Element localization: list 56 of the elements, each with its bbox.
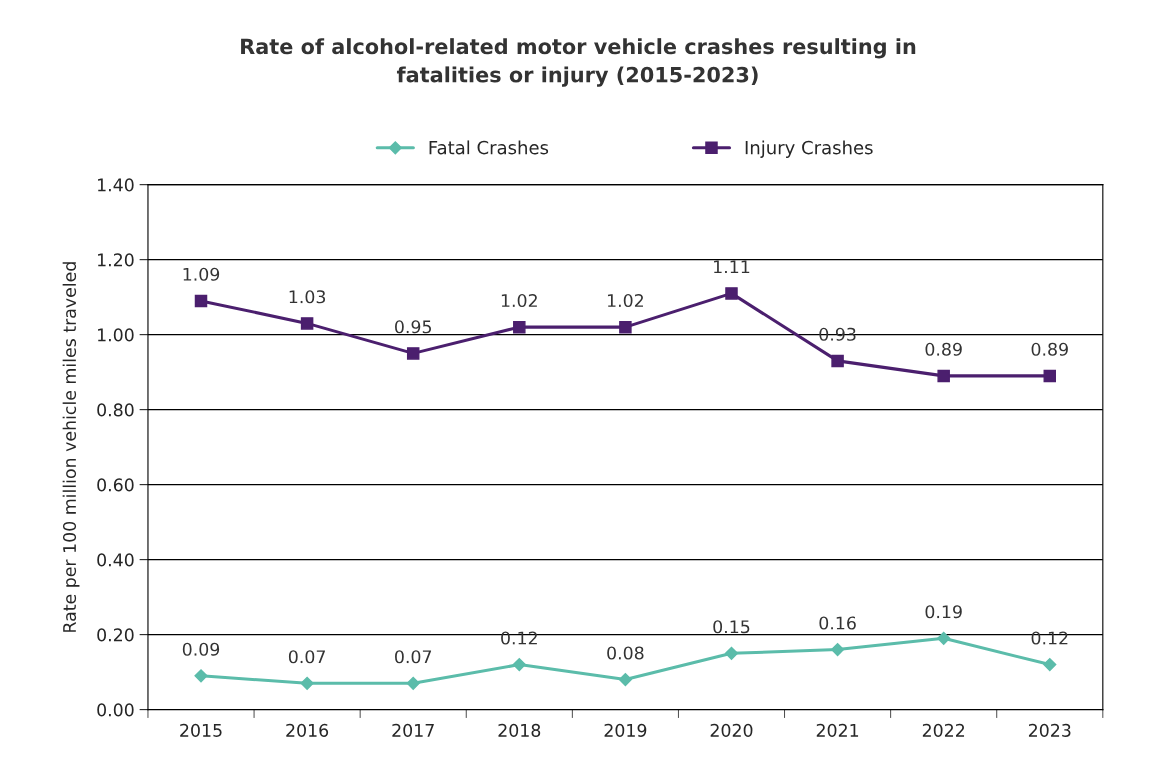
- x-tick-label: 2021: [816, 723, 859, 737]
- point: [618, 673, 632, 687]
- point: [831, 354, 844, 368]
- point: [725, 287, 738, 300]
- point: [194, 294, 208, 308]
- legend-label: Fatal Crashes: [429, 140, 549, 155]
- point: [1043, 369, 1057, 383]
- data-label: 0.12: [1031, 631, 1068, 645]
- y-tick-label: 0.20: [97, 628, 134, 642]
- y-tick-label: 1.20: [98, 253, 134, 267]
- point: [937, 369, 950, 383]
- point: [300, 317, 314, 330]
- point: [830, 643, 845, 657]
- data-label: 0.89: [925, 342, 962, 356]
- point: [406, 676, 420, 690]
- data-label: 0.12: [501, 631, 537, 645]
- data-label: 1.09: [183, 267, 220, 281]
- data-label: 0.95: [395, 320, 432, 334]
- point: [513, 320, 526, 334]
- data-label: 0.16: [819, 616, 856, 630]
- x-tick-label: 2015: [180, 723, 222, 737]
- y-tick-label: 1.40: [98, 178, 134, 192]
- y-tick-label: 0.40: [97, 553, 134, 567]
- point: [1043, 658, 1057, 672]
- data-label: 0.15: [713, 620, 750, 634]
- x-tick-label: 2023: [1028, 723, 1071, 737]
- point: [937, 631, 951, 645]
- x-tick-label: 2022: [922, 723, 965, 737]
- point: [300, 676, 314, 690]
- data-label: 0.09: [182, 642, 220, 656]
- y-tick-label: 0.80: [97, 403, 134, 417]
- x-tick-label: 2017: [392, 723, 434, 737]
- x-tick-label: 2016: [286, 723, 329, 737]
- point: [619, 320, 632, 334]
- data-label: 0.07: [395, 650, 432, 664]
- point: [512, 658, 526, 672]
- chart-title: Rate of alcohol-related motor vehicle crashes resulting in fatalities or injury (2015-2023): [241, 38, 916, 87]
- data-label: 0.89: [1031, 342, 1068, 356]
- data-label: 0.19: [925, 605, 962, 619]
- data-label: 1.02: [607, 293, 643, 308]
- data-label: 0.07: [288, 650, 325, 664]
- y-axis-title: Rate per 100 million vehicle miles traveled: [62, 262, 80, 632]
- data-label: 1.02: [501, 293, 537, 308]
- y-tick-label: 0.00: [97, 703, 134, 717]
- y-tick-label: 0.60: [97, 478, 134, 492]
- point: [194, 669, 208, 683]
- x-tick-label: 2020: [710, 723, 753, 737]
- x-tick-label: 2018: [498, 723, 541, 737]
- point: [724, 646, 739, 660]
- y-tick-label: 1.00: [98, 328, 134, 342]
- x-tick-label: 2019: [604, 723, 647, 737]
- data-label: 0.08: [607, 646, 644, 660]
- data-label: 1.11: [714, 260, 750, 274]
- data-label: 1.03: [289, 290, 326, 304]
- legend-label: Injury Crashes: [745, 140, 873, 158]
- point: [406, 347, 420, 360]
